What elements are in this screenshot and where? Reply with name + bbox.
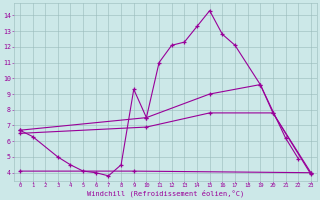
X-axis label: Windchill (Refroidissement éolien,°C): Windchill (Refroidissement éolien,°C) [87, 190, 244, 197]
